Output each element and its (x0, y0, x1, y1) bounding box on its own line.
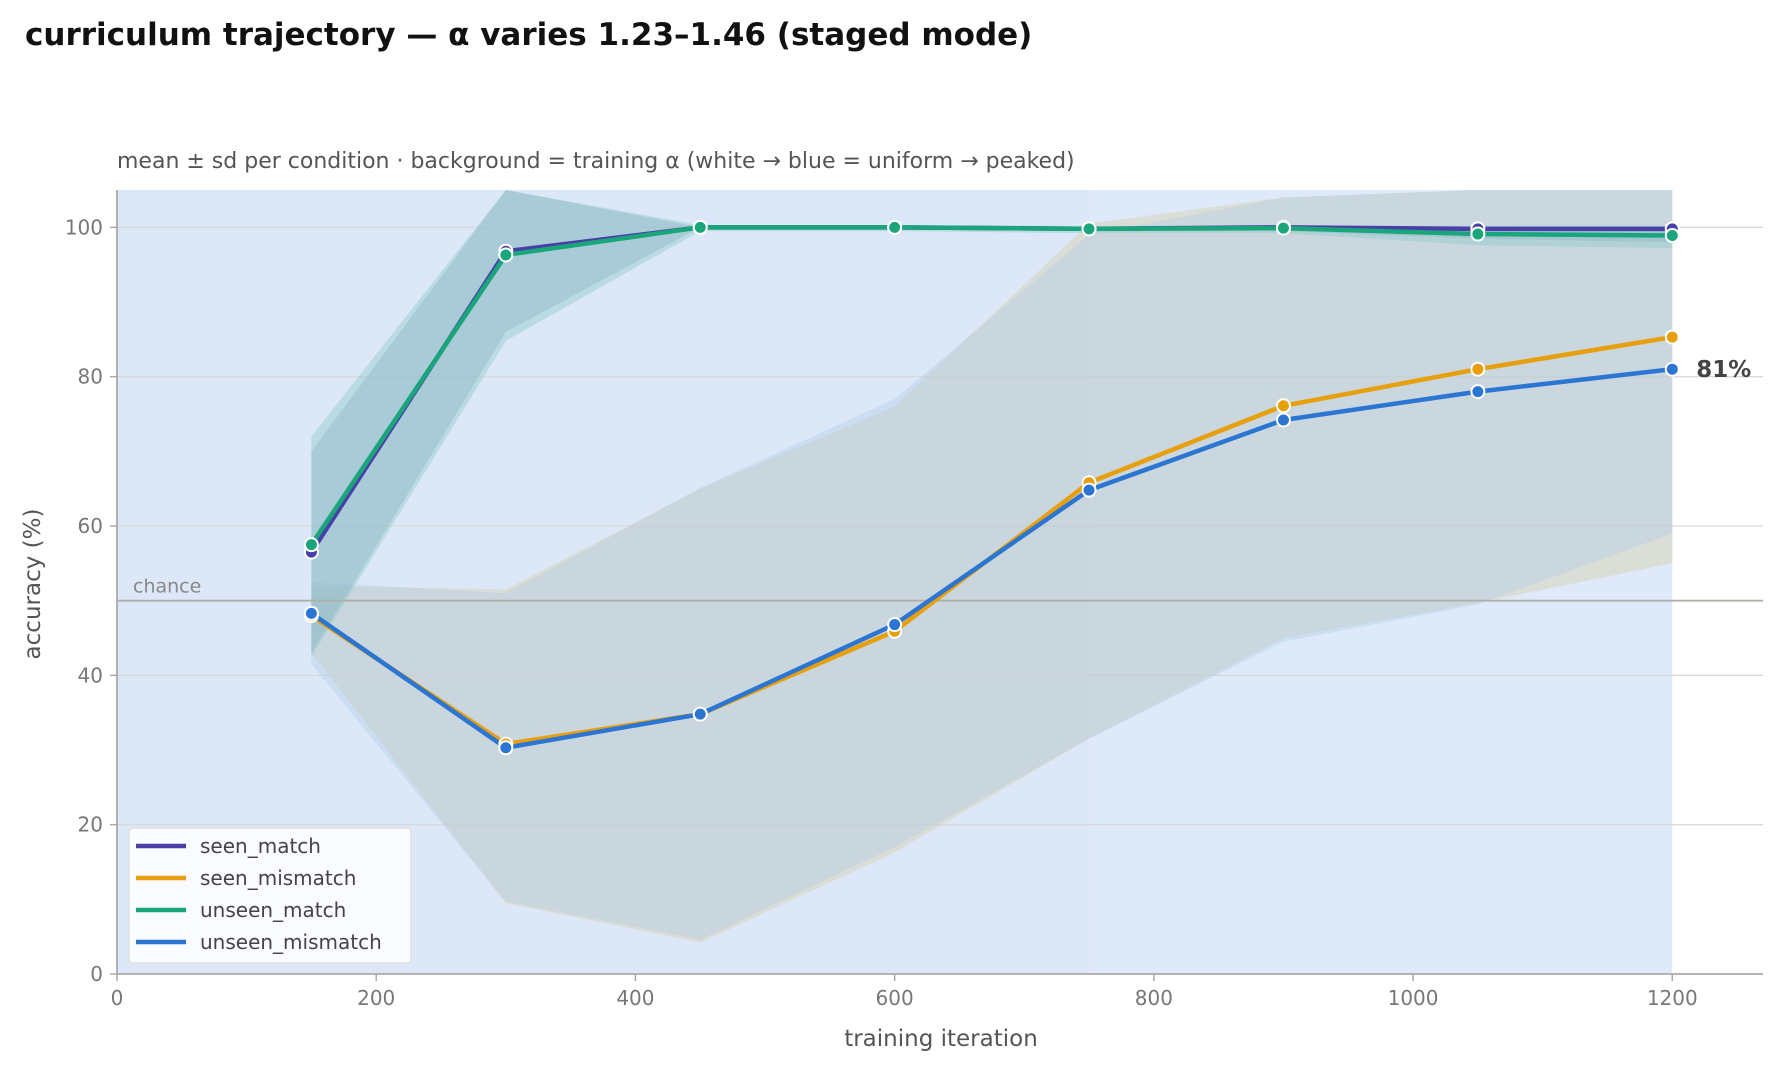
point-unseen_mismatch-900 (1275, 412, 1291, 428)
point-unseen_match-600 (887, 219, 903, 235)
point-seen_mismatch-1200 (1664, 329, 1680, 345)
band-seen_mismatch (311, 190, 1673, 943)
series-points (303, 219, 1680, 756)
point-unseen_mismatch-1200 (1664, 361, 1680, 377)
point-unseen_mismatch-1050 (1470, 384, 1486, 400)
y-tick-label-100: 100 (65, 215, 103, 239)
chart-title: curriculum trajectory — α varies 1.23–1.… (25, 17, 1032, 53)
point-seen_mismatch-1050 (1470, 361, 1486, 377)
legend-label-unseen_mismatch: unseen_mismatch (200, 930, 382, 954)
axes (116, 190, 1763, 975)
x-tick-label-800: 800 (1135, 986, 1173, 1010)
y-tick-label-20: 20 (78, 813, 103, 837)
x-axis-label: training iteration (844, 1026, 1038, 1052)
point-unseen_match-750 (1081, 221, 1097, 237)
legend-label-unseen_match: unseen_match (200, 898, 346, 922)
chart-subtitle: mean ± sd per condition · background = t… (117, 149, 1075, 174)
alpha-band-1 (1089, 190, 1673, 974)
x-tick-label-600: 600 (876, 986, 914, 1010)
point-unseen_match-300 (498, 247, 514, 263)
point-seen_mismatch-900 (1275, 398, 1291, 414)
point-unseen_mismatch-600 (887, 617, 903, 633)
point-unseen_mismatch-750 (1081, 482, 1097, 498)
point-unseen_match-1050 (1470, 226, 1486, 242)
x-tick-label-200: 200 (357, 986, 395, 1010)
point-unseen_mismatch-150 (303, 605, 319, 621)
y-tick-label-60: 60 (78, 514, 103, 538)
x-tick-label-1000: 1000 (1388, 986, 1439, 1010)
point-unseen_match-1200 (1664, 228, 1680, 244)
x-axis-ticks: 0 200 400 600 800 1000 1200 (111, 974, 1698, 1010)
point-unseen_mismatch-450 (692, 706, 708, 722)
legend: seen_match seen_mismatch unseen_matchunsee… (128, 827, 412, 964)
legend-label-seen_match: seen_match (200, 834, 321, 858)
point-unseen_mismatch-300 (498, 740, 514, 756)
end-value-label: 81% (1696, 357, 1751, 383)
x-tick-label-1200: 1200 (1647, 986, 1698, 1010)
series-lines (309, 225, 1675, 751)
y-axis-label: accuracy (%) (20, 509, 46, 660)
y-tick-label-40: 40 (78, 663, 103, 687)
chance-label: chance (133, 576, 201, 598)
band-unseen_mismatch (311, 190, 1673, 940)
x-tick-label-0: 0 (111, 986, 124, 1010)
point-unseen_match-900 (1275, 220, 1291, 236)
x-tick-label-400: 400 (616, 986, 654, 1010)
y-tick-label-0: 0 (90, 962, 103, 986)
line-unseen_mismatch (309, 366, 1675, 751)
line-unseen_match (309, 225, 1675, 547)
legend-label-seen_mismatch: seen_mismatch (200, 866, 356, 890)
y-axis-ticks: 0 20 40 60 80 100 (65, 215, 117, 986)
y-tick-label-80: 80 (78, 365, 103, 389)
point-unseen_match-450 (692, 219, 708, 235)
point-unseen_match-150 (303, 537, 319, 553)
legend-box (128, 827, 412, 964)
